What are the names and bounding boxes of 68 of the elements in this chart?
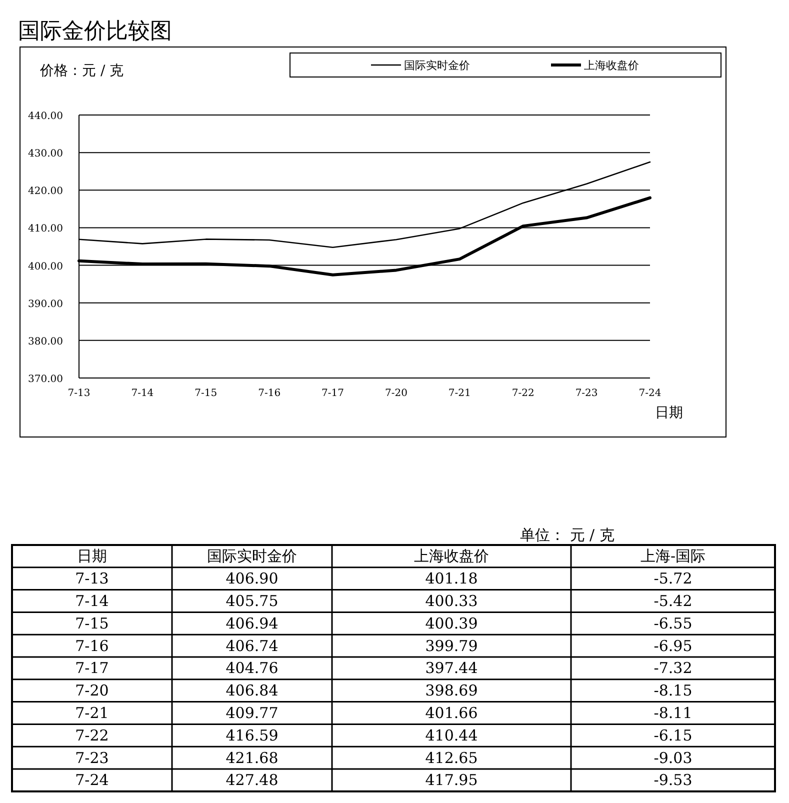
y-axis-title: 价格：元 / 克	[39, 63, 124, 79]
data-label: 398.69	[425, 682, 478, 700]
data-label: 401.18	[425, 570, 478, 588]
data-label: -8.15	[654, 682, 692, 700]
data-label: 406.74	[226, 636, 278, 655]
data-label: 406.94	[226, 614, 278, 632]
legend-label: 上海收盘价	[584, 59, 639, 72]
y-tick-label: 410.00	[28, 224, 63, 235]
x-tick-label: 7-14	[131, 388, 154, 399]
x-tick-label: 7-17	[322, 388, 344, 399]
data-label: -9.03	[654, 748, 692, 767]
data-label: 400.33	[425, 592, 478, 610]
text: 单位： 元 / 克	[520, 526, 614, 544]
y-tick-label: 430.00	[28, 148, 63, 160]
data-label: -9.53	[654, 771, 692, 790]
category-label: 7-20	[75, 682, 109, 700]
category-label: 7-23	[75, 748, 109, 767]
data-label: -7.32	[654, 659, 692, 678]
category-label: 7-16	[75, 636, 109, 655]
data-label: 409.77	[226, 704, 278, 722]
data-label: -5.72	[654, 570, 692, 588]
data-label: -5.42	[654, 592, 692, 610]
data-label: 417.95	[425, 771, 478, 790]
category-label: 7-14	[75, 592, 109, 610]
y-tick-label: 420.00	[28, 186, 63, 198]
data-label: 406.90	[226, 570, 278, 588]
x-tick-label: 7-24	[638, 388, 662, 399]
y-tick-label: 390.00	[28, 298, 63, 310]
data-label: 400.39	[425, 614, 478, 632]
y-tick-label: 380.00	[28, 336, 63, 348]
text: 国际实时金价	[207, 547, 297, 566]
category-label: 7-13	[75, 570, 109, 588]
y-tick-label: 400.00	[28, 261, 63, 272]
text: 日期	[77, 547, 107, 566]
x-tick-label: 7-13	[68, 388, 90, 399]
data-label: 421.68	[226, 748, 278, 767]
x-tick-label: 7-16	[258, 388, 281, 399]
data-label: 410.44	[425, 726, 478, 744]
category-label: 7-24	[75, 771, 109, 790]
category-label: 7-15	[75, 614, 109, 632]
legend-label: 国际实时金价	[404, 59, 470, 72]
x-tick-label: 7-23	[575, 388, 598, 399]
y-tick-label: 440.00	[28, 111, 63, 122]
data-label: -6.55	[654, 614, 692, 632]
data-label: 416.59	[226, 726, 278, 744]
x-tick-label: 7-15	[194, 388, 218, 399]
data-label: -8.11	[654, 704, 692, 722]
data-label: 412.65	[425, 748, 478, 767]
text: 上海收盘价	[414, 547, 489, 566]
data-label: 399.79	[425, 636, 478, 655]
category-label: 7-21	[75, 704, 109, 722]
data-label: 397.44	[425, 659, 478, 678]
text: 上海-国际	[640, 547, 706, 566]
x-axis-title: 日期	[655, 405, 683, 421]
data-label: 404.76	[226, 659, 278, 678]
chart-title: 国际金价比较图	[18, 19, 172, 44]
data-label: 427.48	[226, 771, 278, 790]
category-label: 7-17	[75, 659, 109, 678]
data-label: 401.66	[425, 704, 478, 722]
data-label: -6.95	[654, 636, 692, 655]
data-label: 405.75	[226, 592, 278, 610]
y-tick-label: 370.00	[28, 374, 63, 385]
x-tick-label: 7-21	[448, 388, 471, 399]
x-tick-label: 7-22	[512, 388, 534, 399]
data-label: -6.15	[654, 726, 692, 744]
data-label: 406.84	[226, 682, 278, 700]
x-tick-label: 7-20	[384, 388, 408, 399]
category-label: 7-22	[75, 726, 109, 744]
